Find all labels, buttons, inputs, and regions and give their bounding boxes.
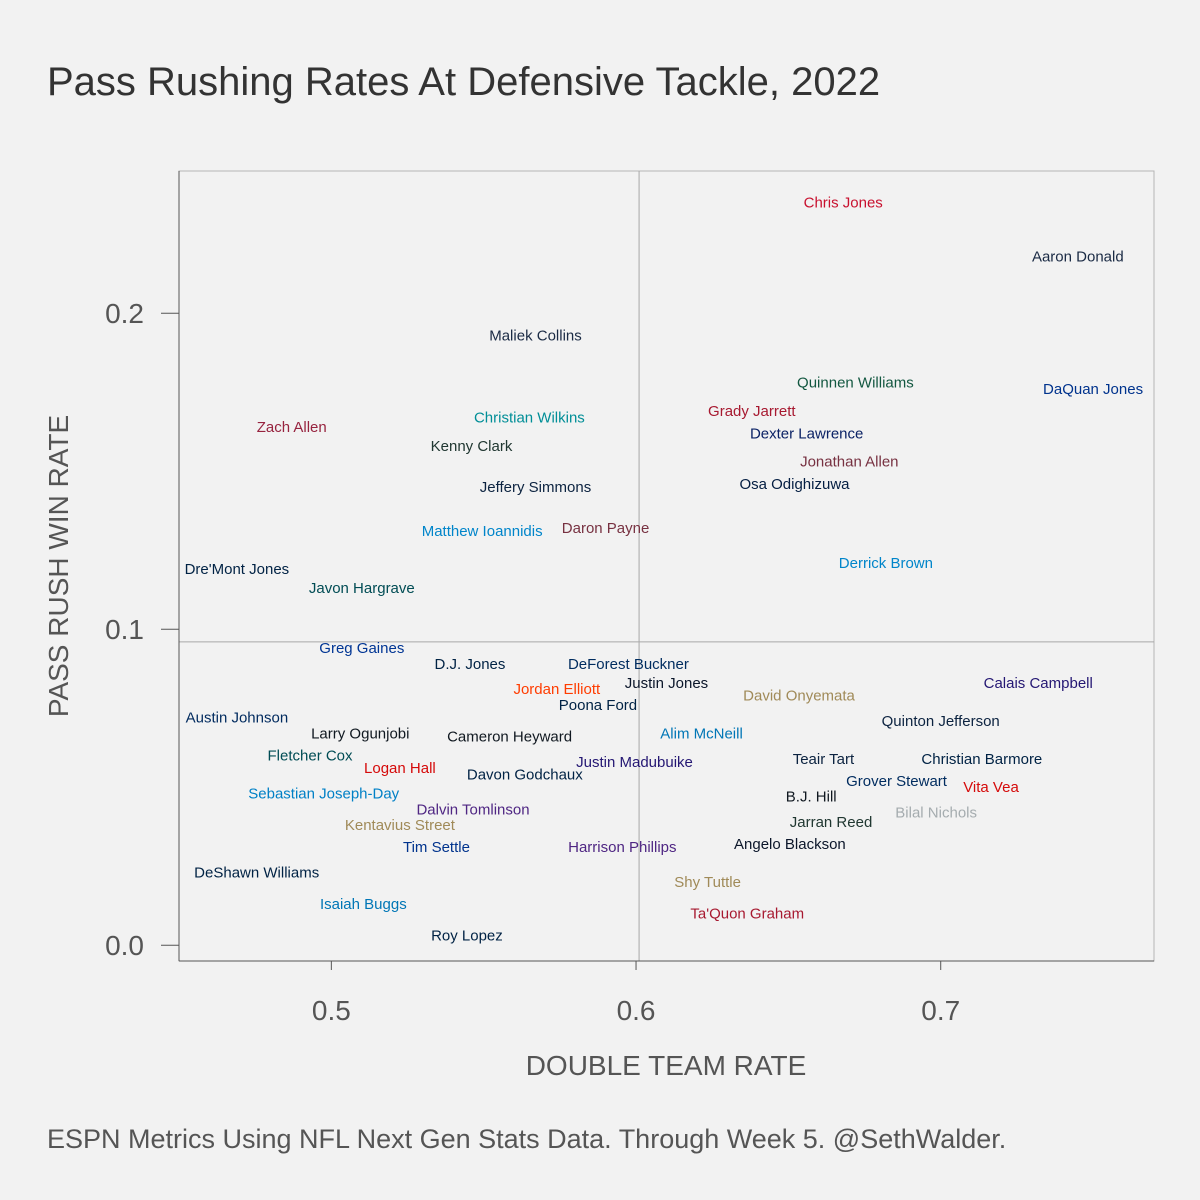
data-point-label: Christian Barmore <box>921 751 1042 768</box>
data-point-label: DaQuan Jones <box>1043 381 1143 398</box>
data-point-label: Alim McNeill <box>660 725 743 742</box>
data-point-label: Quinton Jefferson <box>882 713 1000 730</box>
data-point-label: Ta'Quon Graham <box>690 906 804 923</box>
data-point-label: Jarran Reed <box>790 814 873 831</box>
data-point-label: Dexter Lawrence <box>750 425 863 442</box>
data-point-label: Logan Hall <box>364 760 436 777</box>
data-point-label: Calais Campbell <box>984 675 1093 692</box>
data-point-label: Justin Jones <box>625 675 708 692</box>
data-point-label: B.J. Hill <box>786 789 837 806</box>
data-point-label: Davon Godchaux <box>467 767 583 784</box>
data-point-label: Cameron Heyward <box>447 729 572 746</box>
data-point-label: Dalvin Tomlinson <box>416 801 529 818</box>
data-point-label: Zach Allen <box>257 419 327 436</box>
chart-caption: ESPN Metrics Using NFL Next Gen Stats Da… <box>47 1124 1006 1154</box>
data-point-label: Sebastian Joseph-Day <box>248 786 399 803</box>
data-point-label: Tim Settle <box>403 839 470 856</box>
x-tick-label: 0.6 <box>617 995 656 1026</box>
data-point-label: Kenny Clark <box>431 438 513 455</box>
point-labels: Chris Jones Aaron Donald Maliek Collins Qui… <box>185 195 1144 945</box>
data-point-label: Derrick Brown <box>839 555 933 572</box>
data-point-label: Grover Stewart <box>846 773 948 790</box>
data-point-label: DeShawn Williams <box>194 865 319 882</box>
y-tick-label: 0.2 <box>105 298 144 329</box>
x-axis: 0.5 0.6 0.7 <box>179 960 1154 1026</box>
data-point-label: Teair Tart <box>793 751 855 768</box>
y-tick-label: 0.1 <box>105 614 144 645</box>
y-axis: 0.0 0.1 0.2 <box>105 171 180 961</box>
data-point-label: Aaron Donald <box>1032 248 1124 265</box>
data-point-label: Austin Johnson <box>186 710 289 727</box>
data-point-label: Fletcher Cox <box>268 748 354 765</box>
data-point-label: Osa Odighizuwa <box>739 476 850 493</box>
data-point-label: Matthew Ioannidis <box>422 523 543 540</box>
data-point-label: Justin Madubuike <box>576 754 693 771</box>
data-point-label: Dre'Mont Jones <box>185 561 290 578</box>
data-point-label: Angelo Blackson <box>734 836 846 853</box>
data-point-label: Jeffery Simmons <box>480 479 591 496</box>
chart-title: Pass Rushing Rates At Defensive Tackle, … <box>47 60 880 104</box>
data-point-label: Javon Hargrave <box>309 580 415 597</box>
x-tick-label: 0.5 <box>312 995 351 1026</box>
data-point-label: Jordan Elliott <box>513 681 601 698</box>
x-tick-label: 0.7 <box>921 995 960 1026</box>
data-point-label: D.J. Jones <box>435 656 506 673</box>
data-point-label: DeForest Buckner <box>568 656 689 673</box>
data-point-label: Larry Ogunjobi <box>311 725 409 742</box>
data-point-label: Shy Tuttle <box>674 874 741 891</box>
data-point-label: David Onyemata <box>743 688 855 705</box>
data-point-label: Harrison Phillips <box>568 839 676 856</box>
data-point-label: Christian Wilkins <box>474 409 585 426</box>
data-point-label: Isaiah Buggs <box>320 896 407 913</box>
data-point-label: Kentavius Street <box>345 817 456 834</box>
data-point-label: Poona Ford <box>559 697 637 714</box>
data-point-label: Chris Jones <box>804 195 883 212</box>
data-point-label: Grady Jarrett <box>708 403 796 420</box>
data-point-label: Jonathan Allen <box>800 454 898 471</box>
y-tick-label: 0.0 <box>105 930 144 961</box>
data-point-label: Maliek Collins <box>489 327 582 344</box>
data-point-label: Daron Payne <box>562 520 650 537</box>
data-point-label: Vita Vea <box>963 779 1019 796</box>
x-axis-title: DOUBLE TEAM RATE <box>526 1050 807 1081</box>
y-axis-title: PASS RUSH WIN RATE <box>43 415 74 717</box>
data-point-label: Roy Lopez <box>431 928 503 945</box>
data-point-label: Greg Gaines <box>319 640 404 657</box>
data-point-label: Bilal Nichols <box>895 804 977 821</box>
data-point-label: Quinnen Williams <box>797 375 914 392</box>
